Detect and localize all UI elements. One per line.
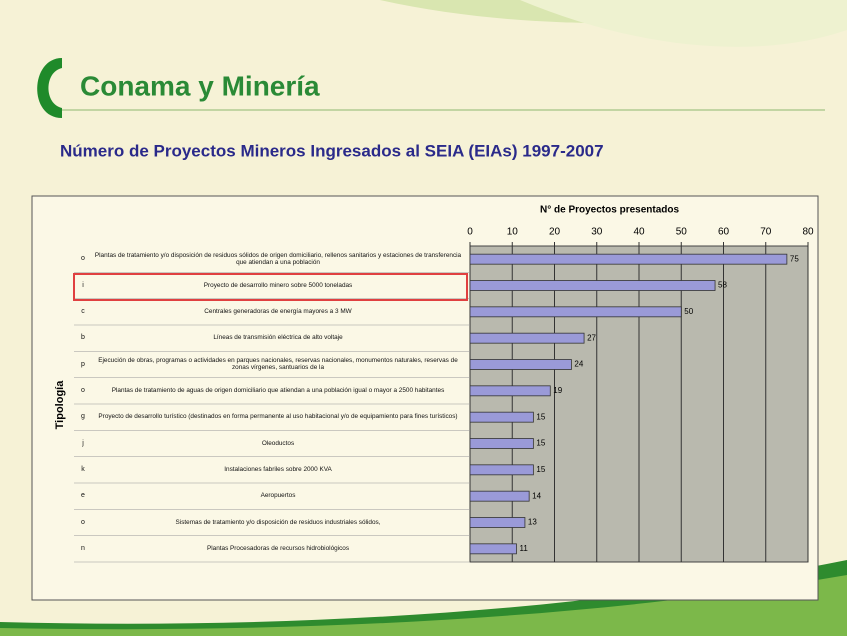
value-label: 13: [528, 518, 537, 527]
bar: [469, 490, 530, 502]
value-label: 19: [553, 386, 562, 395]
decor-footer: [0, 575, 847, 636]
category-code: n: [81, 544, 85, 552]
category-code: j: [82, 439, 84, 447]
category-label: Sistemas de tratamiento y/o disposición …: [175, 518, 381, 526]
x-tick-label: 10: [507, 227, 519, 238]
category-label: Aeropuertos: [260, 492, 296, 500]
value-label: 50: [684, 307, 693, 316]
category-label: Oleoductos: [261, 439, 295, 447]
x-tick-label: 70: [760, 227, 772, 238]
category-label: Líneas de transmisión eléctrica de alto …: [213, 334, 343, 342]
value-label: 58: [718, 281, 727, 290]
category-label: Plantas de tratamiento y/o disposición d…: [94, 251, 462, 267]
value-label: 15: [536, 412, 545, 421]
x-tick-label: 40: [633, 227, 645, 238]
x-tick-label: 80: [802, 227, 814, 238]
bar: [469, 517, 526, 528]
bar: [469, 464, 534, 476]
value-label: 11: [519, 544, 528, 553]
category-code: k: [81, 465, 85, 473]
x-tick-label: 30: [591, 227, 603, 238]
bar: [469, 359, 572, 370]
category-code: o: [81, 255, 85, 263]
category-code: i: [82, 281, 84, 289]
x-tick-label: 60: [718, 227, 730, 238]
bar: [469, 411, 534, 423]
category-label: Centrales generadoras de energía mayores…: [204, 308, 352, 316]
logo-c: [37, 58, 62, 118]
category-label: Proyecto de desarrollo turístico (destin…: [98, 413, 458, 421]
value-label: 15: [536, 439, 545, 448]
y-axis-title: Tipología: [54, 380, 66, 430]
value-label: 75: [790, 254, 799, 263]
bar: [469, 280, 716, 291]
value-label: 15: [536, 465, 545, 474]
category-code: o: [81, 518, 85, 526]
category-code: b: [81, 334, 85, 342]
category-label: Proyecto de desarrollo minero sobre 5000…: [203, 281, 353, 289]
category-code: o: [81, 386, 85, 394]
category-code: e: [81, 492, 85, 500]
x-tick-label: 50: [676, 227, 688, 238]
value-label: 27: [587, 333, 596, 342]
category-label: Instalaciones fabriles sobre 2000 KVA: [224, 466, 332, 474]
value-label: 24: [574, 360, 583, 369]
bar: [469, 543, 517, 555]
highlight-box: [73, 273, 468, 301]
subtitle: Número de Proyectos Mineros Ingresados a…: [60, 141, 604, 160]
category-label: Plantas Procesadoras de recursos hidrobi…: [206, 545, 350, 553]
bar: [469, 385, 551, 397]
x-axis-title: N° de Proyectos presentados: [540, 205, 679, 216]
decor-swoosh: [520, 0, 847, 47]
category-label: Ejecución de obras, programas o activida…: [98, 357, 458, 372]
bar: [469, 306, 682, 318]
bar: [469, 438, 534, 449]
category-code: p: [81, 360, 85, 368]
title: Conama y Minería: [80, 70, 320, 101]
bar: [469, 332, 585, 344]
category-label: Plantas de tratamiento de aguas de orige…: [111, 387, 445, 395]
category-code: g: [81, 413, 85, 421]
x-tick-label: 20: [549, 227, 561, 238]
x-tick-label: 0: [467, 227, 473, 238]
bar: [469, 253, 788, 265]
value-label: 14: [532, 491, 541, 500]
category-code: c: [81, 307, 85, 315]
